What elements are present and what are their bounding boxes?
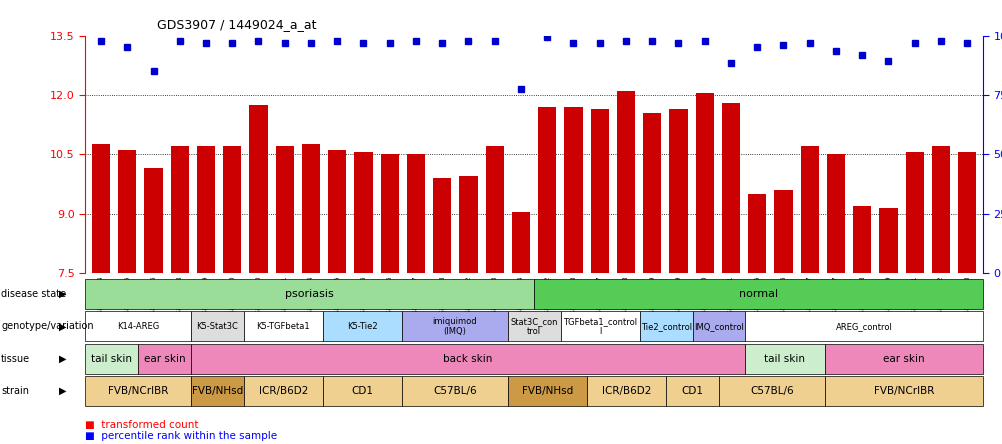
Text: C57BL/6: C57BL/6 (749, 386, 793, 396)
Bar (590, 109, 608, 444)
Text: FVB/NCrIBR: FVB/NCrIBR (108, 386, 168, 396)
Text: Stat3C_con
trol: Stat3C_con trol (510, 317, 557, 336)
Bar (302, 144, 320, 444)
Text: K5-TGFbeta1: K5-TGFbeta1 (257, 322, 310, 331)
Bar (668, 109, 687, 444)
Text: FVB/NHsd: FVB/NHsd (191, 386, 242, 396)
Bar (747, 194, 766, 444)
Bar (249, 105, 268, 444)
Bar (852, 206, 871, 444)
Text: strain: strain (1, 386, 29, 396)
Text: ■  percentile rank within the sample: ■ percentile rank within the sample (85, 431, 278, 441)
Text: Tie2_control: Tie2_control (640, 322, 691, 331)
Text: ▶: ▶ (59, 289, 67, 299)
Bar (196, 147, 215, 444)
Bar (905, 152, 923, 444)
Text: CD1: CD1 (351, 386, 373, 396)
Text: tail skin: tail skin (764, 354, 805, 364)
Text: K14-AREG: K14-AREG (117, 322, 159, 331)
Bar (354, 152, 373, 444)
Text: disease state: disease state (1, 289, 66, 299)
Text: ICR/B6D2: ICR/B6D2 (601, 386, 650, 396)
Bar (800, 147, 818, 444)
Text: K5-Stat3C: K5-Stat3C (196, 322, 237, 331)
Text: TGFbeta1_control
l: TGFbeta1_control l (562, 317, 636, 336)
Text: ■  transformed count: ■ transformed count (85, 420, 198, 430)
Text: back skin: back skin (443, 354, 492, 364)
Bar (879, 208, 897, 444)
Bar (222, 147, 241, 444)
Text: CD1: CD1 (680, 386, 702, 396)
Text: AREG_control: AREG_control (835, 322, 892, 331)
Bar (564, 107, 582, 444)
Bar (694, 93, 713, 444)
Text: normal: normal (738, 289, 778, 299)
Bar (537, 107, 556, 444)
Bar (328, 151, 346, 444)
Bar (276, 147, 294, 444)
Bar (144, 168, 162, 444)
Bar (459, 176, 477, 444)
Text: FVB/NHsd: FVB/NHsd (521, 386, 572, 396)
Text: IMQ_control: IMQ_control (693, 322, 743, 331)
Bar (485, 147, 503, 444)
Text: ear skin: ear skin (882, 354, 924, 364)
Text: tail skin: tail skin (91, 354, 132, 364)
Text: ▶: ▶ (59, 354, 67, 364)
Bar (616, 91, 634, 444)
Bar (642, 113, 660, 444)
Bar (433, 178, 451, 444)
Bar (380, 155, 399, 444)
Text: imiquimod
(IMQ): imiquimod (IMQ) (432, 317, 477, 336)
Text: psoriasis: psoriasis (285, 289, 334, 299)
Text: ear skin: ear skin (143, 354, 185, 364)
Text: K5-Tie2: K5-Tie2 (347, 322, 378, 331)
Bar (170, 147, 188, 444)
Bar (721, 103, 739, 444)
Text: ▶: ▶ (59, 386, 67, 396)
Text: ▶: ▶ (59, 321, 67, 331)
Bar (92, 144, 110, 444)
Text: FVB/NCrIBR: FVB/NCrIBR (873, 386, 933, 396)
Bar (407, 155, 425, 444)
Bar (931, 147, 949, 444)
Bar (774, 190, 792, 444)
Text: C57BL/6: C57BL/6 (433, 386, 476, 396)
Text: tissue: tissue (1, 354, 30, 364)
Bar (826, 155, 845, 444)
Text: GDS3907 / 1449024_a_at: GDS3907 / 1449024_a_at (157, 18, 317, 31)
Bar (511, 212, 530, 444)
Text: ICR/B6D2: ICR/B6D2 (259, 386, 308, 396)
Text: genotype/variation: genotype/variation (1, 321, 93, 331)
Bar (118, 151, 136, 444)
Bar (957, 152, 975, 444)
